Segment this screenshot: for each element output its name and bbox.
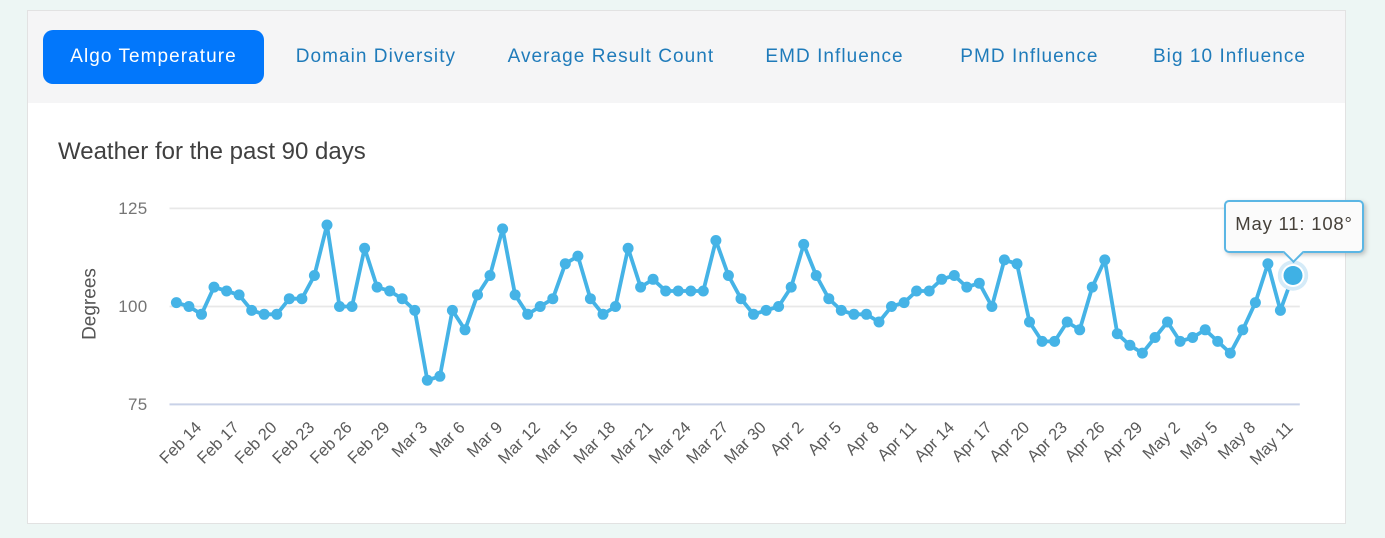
svg-text:Mar 6: Mar 6 [426,419,469,462]
svg-text:Mar 3: Mar 3 [388,419,431,462]
svg-text:Apr 2: Apr 2 [767,419,808,460]
svg-text:Apr 5: Apr 5 [804,419,845,460]
svg-text:Apr 20: Apr 20 [986,419,1033,466]
svg-text:Apr 14: Apr 14 [911,419,958,466]
svg-text:May 5: May 5 [1177,419,1222,464]
svg-text:Apr 29: Apr 29 [1099,419,1146,466]
svg-text:Apr 17: Apr 17 [949,419,996,466]
svg-text:125: 125 [118,199,147,218]
svg-text:100: 100 [118,297,147,316]
svg-text:Mar 30: Mar 30 [721,419,770,468]
svg-text:May 11: May 11 [1247,419,1297,469]
svg-text:Apr 23: Apr 23 [1024,419,1071,466]
svg-text:May 2: May 2 [1139,419,1184,464]
svg-text:Feb 29: Feb 29 [344,419,393,468]
svg-text:75: 75 [128,395,148,414]
svg-text:Degrees: Degrees [80,268,101,340]
svg-text:Apr 26: Apr 26 [1061,419,1108,466]
svg-text:Apr 11: Apr 11 [874,419,920,465]
